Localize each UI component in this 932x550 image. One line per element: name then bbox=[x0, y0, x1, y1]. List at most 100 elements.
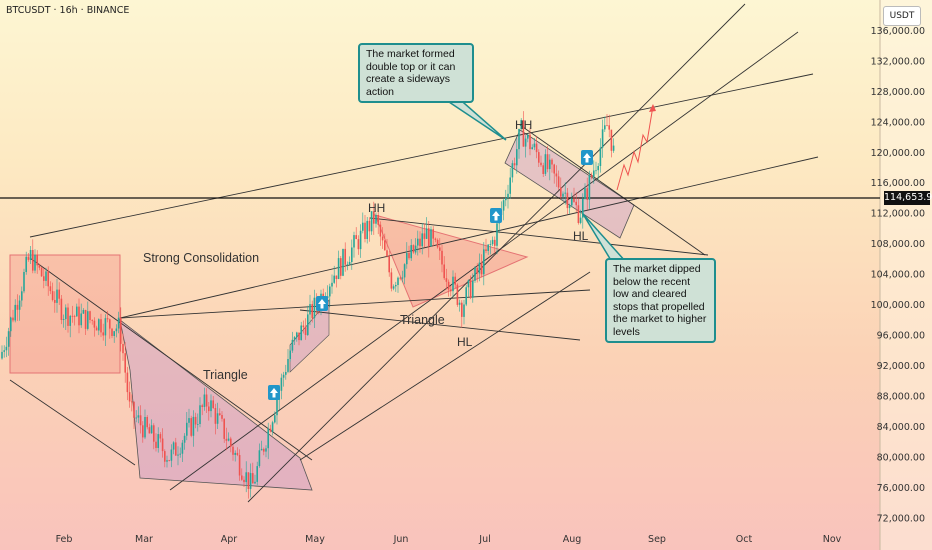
candle-body bbox=[331, 282, 333, 287]
candle-body bbox=[296, 332, 298, 338]
trendline bbox=[519, 124, 706, 256]
candle-body bbox=[258, 450, 261, 466]
candle-body bbox=[386, 250, 388, 257]
candle-body bbox=[49, 286, 52, 292]
y-axis-ticks: 136,000.00 132,000.00 128,000.00 124,000.00… bbox=[871, 26, 925, 525]
candle-body bbox=[29, 250, 32, 260]
y-tick-label: 120,000.00 bbox=[871, 148, 925, 159]
candle-body bbox=[289, 350, 291, 359]
candle-body bbox=[260, 448, 263, 451]
up-arrow-icon bbox=[490, 208, 502, 223]
candle-body bbox=[436, 239, 439, 248]
candle-body bbox=[124, 353, 126, 373]
candle-body bbox=[157, 434, 159, 448]
price-axis-panel bbox=[880, 0, 932, 550]
callout-double-top: The market formed double top or it can c… bbox=[358, 43, 474, 103]
up-arrow-icon bbox=[268, 385, 280, 400]
currency-button[interactable]: USDT bbox=[883, 6, 921, 26]
candle-body bbox=[7, 331, 10, 347]
symbol-header: BTCUSDT · 16h · BINANCE bbox=[6, 5, 130, 16]
candle-body bbox=[549, 159, 551, 170]
candle-body bbox=[203, 394, 206, 407]
candle-body bbox=[346, 264, 349, 266]
callout-stop-hunt: The market dipped below the recent low a… bbox=[605, 258, 716, 343]
candle-body bbox=[175, 442, 177, 456]
candle-body bbox=[32, 250, 34, 271]
candle-body bbox=[573, 198, 575, 202]
candle-body bbox=[40, 267, 43, 277]
y-tick-label: 92,000.00 bbox=[877, 361, 925, 372]
candle-body bbox=[186, 422, 188, 436]
projected-path-head bbox=[649, 104, 656, 112]
candle-body bbox=[27, 256, 30, 260]
candle-body bbox=[285, 372, 287, 375]
candle-body bbox=[366, 220, 368, 239]
candle-body bbox=[95, 327, 98, 331]
candle-body bbox=[335, 275, 338, 279]
candle-body bbox=[399, 277, 401, 279]
candle-body bbox=[505, 198, 507, 201]
x-tick-label: Apr bbox=[221, 534, 238, 545]
candle-body bbox=[36, 254, 38, 266]
candle-body bbox=[190, 418, 192, 436]
candle-body bbox=[403, 264, 406, 278]
candle-body bbox=[56, 289, 58, 303]
candle-body bbox=[397, 277, 399, 285]
candle-body bbox=[428, 228, 430, 247]
candle-body bbox=[199, 405, 201, 424]
candle-body bbox=[579, 217, 582, 223]
y-tick-label: 124,000.00 bbox=[871, 117, 925, 128]
candle-body bbox=[280, 377, 283, 391]
candle-body bbox=[527, 134, 529, 139]
candle-body bbox=[469, 280, 472, 298]
candle-body bbox=[478, 262, 481, 274]
candle-body bbox=[612, 145, 615, 151]
candle-body bbox=[54, 300, 56, 303]
candle-body bbox=[14, 304, 16, 321]
trendline bbox=[247, 3, 746, 503]
candle-body bbox=[5, 346, 8, 351]
candle-body bbox=[82, 310, 85, 314]
candle-body bbox=[368, 220, 371, 232]
candle-body bbox=[489, 244, 492, 245]
candle-body bbox=[25, 256, 27, 272]
candle-body bbox=[58, 289, 60, 299]
candle-body bbox=[254, 481, 256, 484]
candle-body bbox=[34, 254, 36, 271]
candle-body bbox=[593, 170, 595, 177]
candle-body bbox=[126, 372, 129, 393]
candle-body bbox=[401, 277, 404, 279]
candle-body bbox=[553, 164, 555, 174]
candle-body bbox=[76, 306, 78, 317]
candle-body bbox=[265, 448, 267, 452]
candle-body bbox=[544, 154, 547, 174]
candle-body bbox=[304, 327, 307, 335]
candle-body bbox=[557, 176, 560, 188]
candle-body bbox=[47, 271, 49, 287]
candle-body bbox=[170, 449, 173, 461]
candle-body bbox=[238, 455, 241, 476]
y-tick-label: 136,000.00 bbox=[871, 26, 925, 37]
candle-body bbox=[551, 159, 553, 165]
candle-body bbox=[249, 473, 252, 489]
candle-body bbox=[234, 452, 236, 455]
candle-body bbox=[485, 249, 487, 251]
x-tick-label: Feb bbox=[56, 534, 73, 545]
y-tick-label: 84,000.00 bbox=[877, 422, 925, 433]
hl-label-2: HL bbox=[573, 229, 589, 243]
candle-body bbox=[89, 311, 91, 320]
candle-body bbox=[513, 163, 516, 166]
candle-body bbox=[245, 472, 247, 483]
trendlines bbox=[0, 3, 880, 503]
candle-body bbox=[392, 286, 395, 289]
candle-body bbox=[113, 331, 115, 336]
candle-body bbox=[122, 344, 124, 354]
candle-body bbox=[192, 416, 195, 436]
candle-body bbox=[111, 328, 113, 336]
candle-body bbox=[606, 125, 608, 127]
candle-body bbox=[423, 233, 426, 239]
y-tick-label: 104,000.00 bbox=[871, 270, 925, 281]
candle-body bbox=[133, 401, 135, 418]
candle-body bbox=[197, 424, 199, 425]
